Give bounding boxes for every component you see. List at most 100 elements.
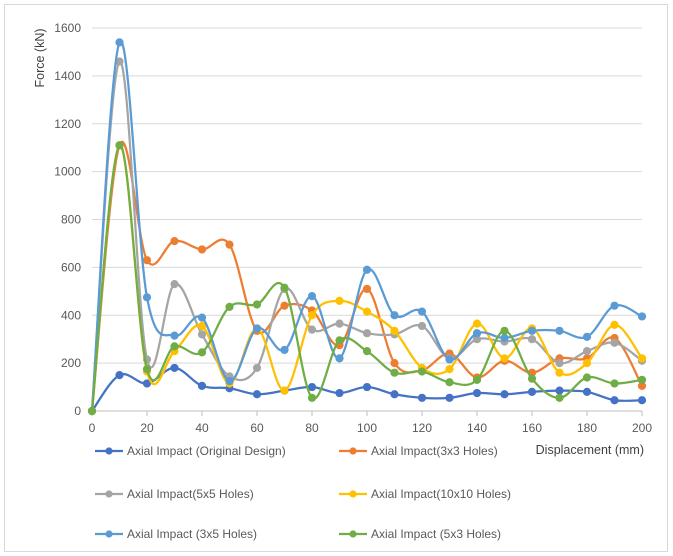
data-point	[197, 321, 207, 331]
x-tick-label: 80	[305, 421, 319, 435]
legend-swatch-marker	[105, 530, 113, 538]
legend-swatch-marker	[105, 447, 113, 455]
data-point	[252, 300, 262, 309]
series-layer	[87, 38, 647, 416]
data-point	[142, 256, 152, 265]
data-point	[527, 374, 537, 383]
data-point	[115, 370, 124, 380]
data-point	[115, 38, 124, 47]
data-point	[417, 393, 427, 402]
data-point	[197, 313, 207, 322]
data-point	[197, 381, 207, 390]
data-point	[307, 325, 317, 334]
series-4	[87, 141, 647, 416]
data-point	[197, 348, 207, 357]
data-point	[472, 375, 482, 384]
data-point	[362, 307, 372, 316]
data-point	[170, 331, 179, 340]
legend: Axial Impact (Original Design) Axial Impa…	[95, 444, 511, 541]
legend-item: Axial Impact(10x10 Holes)	[339, 487, 511, 501]
data-point	[610, 301, 619, 310]
data-point	[335, 319, 344, 328]
data-point	[582, 387, 592, 396]
data-point	[500, 333, 509, 343]
legend-item: Axial Impact (5x3 Holes)	[339, 527, 501, 541]
data-point	[225, 302, 234, 311]
data-point	[555, 359, 564, 368]
data-point	[142, 379, 152, 388]
y-tick-label: 1000	[54, 165, 81, 179]
x-tick-label: 200	[632, 421, 652, 435]
data-point	[500, 326, 509, 335]
data-point	[500, 354, 509, 363]
data-point	[307, 393, 317, 402]
data-point	[170, 236, 179, 246]
x-tick-label: 120	[412, 421, 432, 435]
data-point	[555, 326, 564, 335]
y-tick-label: 1200	[54, 117, 81, 131]
data-point	[280, 345, 289, 355]
x-tick-label: 100	[357, 421, 377, 435]
data-point	[637, 312, 647, 321]
data-point	[582, 347, 592, 356]
data-point	[555, 368, 564, 377]
data-point	[610, 396, 619, 405]
y-tick-label: 800	[61, 213, 81, 227]
legend-swatch-marker	[349, 530, 357, 538]
data-point	[610, 379, 619, 388]
legend-swatch-marker	[349, 447, 357, 455]
data-point	[582, 373, 592, 382]
y-tick-labels: 0 200 400 600 800 1000 1200 1400 1600	[54, 21, 81, 418]
data-point	[362, 347, 372, 356]
data-point	[87, 406, 97, 416]
data-point	[307, 382, 317, 392]
data-point	[280, 301, 289, 310]
data-point	[445, 365, 454, 374]
data-point	[197, 245, 207, 254]
data-point	[527, 387, 537, 396]
data-point	[472, 319, 482, 328]
x-axis-title: Displacement (mm)	[536, 443, 644, 457]
legend-label: Axial Impact(5x5 Holes)	[127, 487, 254, 501]
legend-label: Axial Impact (5x3 Holes)	[371, 527, 501, 541]
data-point	[335, 354, 344, 363]
x-tick-label: 40	[195, 421, 209, 435]
x-tick-label: 180	[577, 421, 597, 435]
data-point	[390, 359, 399, 368]
data-point	[362, 329, 372, 338]
legend-swatch-marker	[105, 490, 113, 498]
data-point	[390, 311, 399, 320]
y-tick-label: 400	[61, 308, 81, 322]
data-point	[445, 378, 454, 387]
data-point	[445, 393, 454, 402]
data-point	[362, 284, 372, 294]
data-point	[280, 283, 289, 292]
legend-item: Axial Impact(5x5 Holes)	[95, 487, 254, 501]
legend-item: Axial Impact(3x3 Holes)	[339, 444, 498, 458]
x-tick-label: 60	[250, 421, 264, 435]
data-point	[142, 293, 152, 302]
data-point	[252, 363, 262, 373]
legend-label: Axial Impact(3x3 Holes)	[371, 444, 498, 458]
chart-frame	[4, 4, 668, 552]
data-point	[555, 386, 564, 395]
data-point	[335, 336, 344, 345]
data-point	[142, 365, 152, 374]
data-point	[472, 329, 482, 338]
data-point	[637, 354, 647, 363]
y-tick-label: 200	[61, 356, 81, 370]
data-point	[252, 324, 262, 333]
data-point	[637, 396, 647, 405]
data-point	[417, 367, 427, 376]
data-point	[390, 390, 399, 399]
x-tick-label: 0	[89, 421, 96, 435]
x-tick-label: 20	[140, 421, 154, 435]
x-tick-label: 140	[467, 421, 487, 435]
data-point	[610, 320, 619, 329]
x-tick-label: 160	[522, 421, 542, 435]
data-point	[500, 390, 509, 399]
data-point	[390, 368, 399, 377]
data-point	[280, 386, 289, 395]
data-point	[610, 338, 619, 347]
